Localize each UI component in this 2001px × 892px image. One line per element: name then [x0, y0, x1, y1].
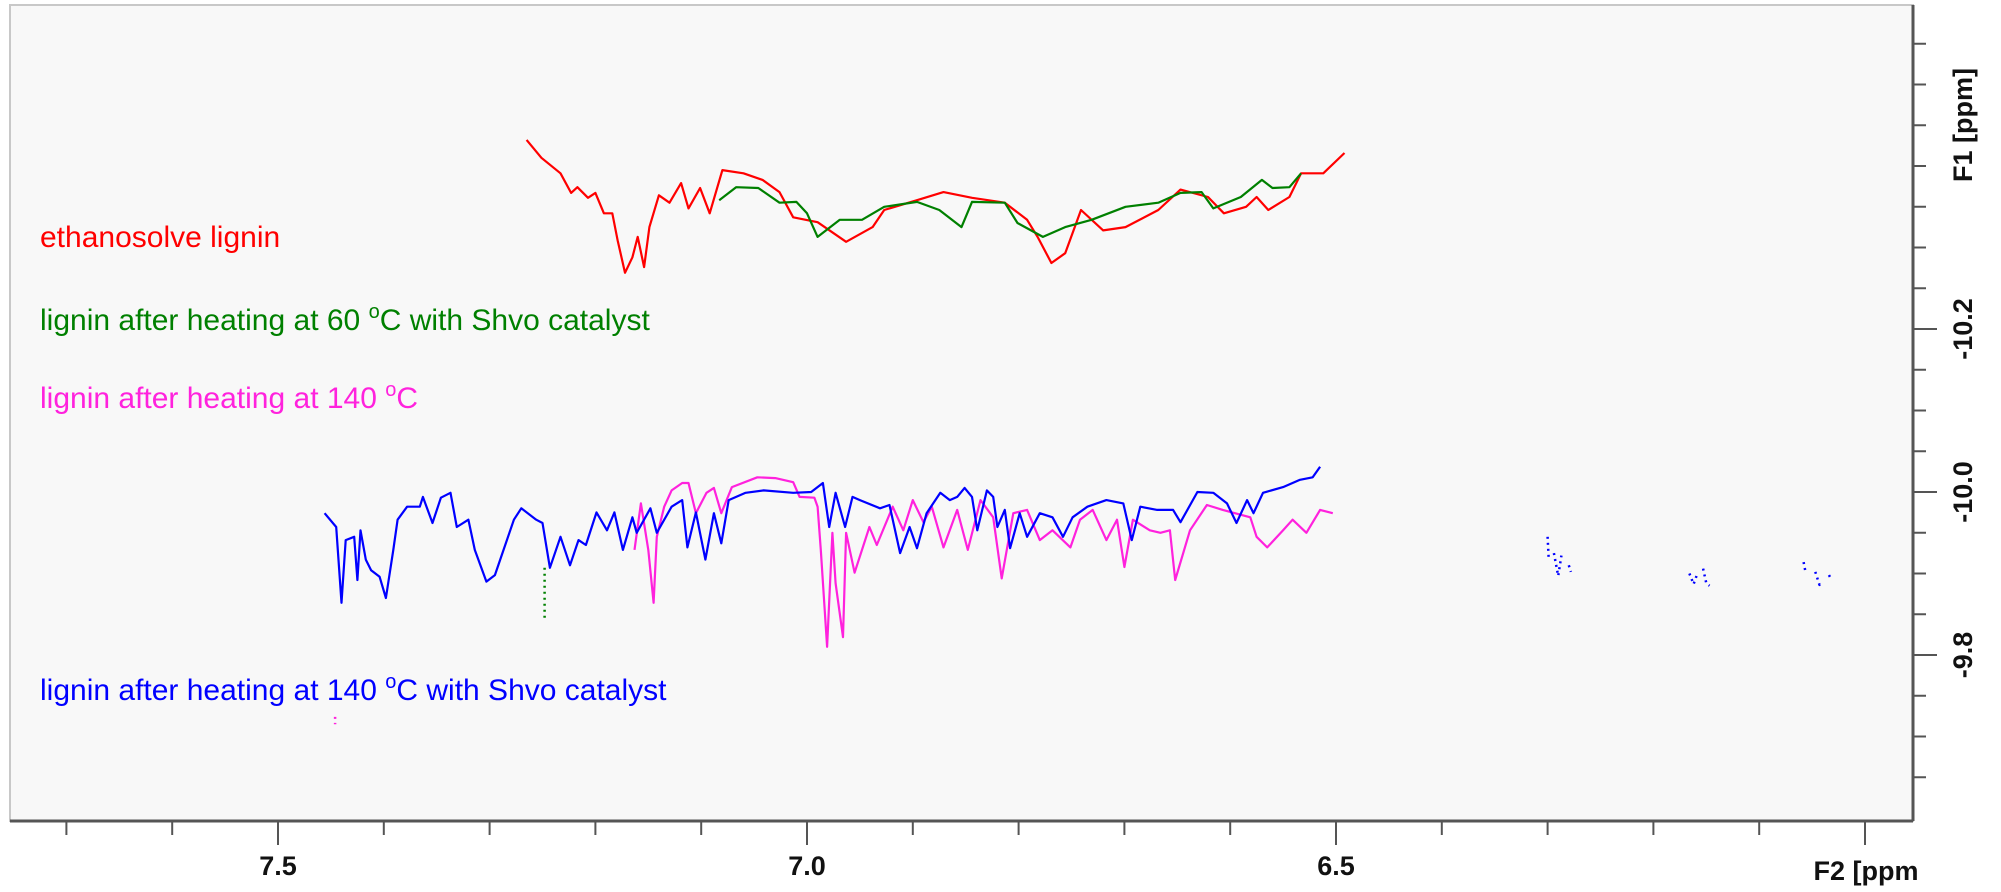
x-axis-ticks: 7.5 7.0 6.5 — [65, 821, 1866, 881]
series-3-trace-segment — [1814, 571, 1823, 587]
legend-degree-superscript: o — [385, 379, 396, 401]
y-axis-title: F1 [ppm] — [1948, 68, 1978, 182]
legend-text-suffix: C with Shvo catalyst — [380, 304, 651, 337]
x-tick-label: 7.0 — [788, 851, 826, 881]
y-tick-label: -9.8 — [1948, 632, 1978, 679]
legend-label-series-3: lignin after heating at 140 oC with Shvo… — [40, 671, 667, 707]
legend-label-series-1: lignin after heating at 60 oC with Shvo … — [40, 301, 650, 337]
spectrum-traces — [323, 139, 1833, 725]
series-1-trace-segment — [718, 172, 1302, 238]
series-3-trace-segment — [1802, 561, 1808, 574]
plot-area — [9, 4, 1914, 822]
legend-text-main: ethanosolve lignin — [40, 221, 280, 254]
x-tick-label: 6.5 — [1317, 851, 1355, 881]
x-axis-title: F2 [ppm — [1814, 856, 1919, 886]
series-3-trace-segment — [1546, 536, 1550, 559]
legend-degree-superscript: o — [369, 301, 380, 323]
legend-text-main: lignin after heating at 60 — [40, 304, 369, 337]
y-axis-ticks: -10.2 -10.0 -9.8 — [1913, 42, 1978, 779]
series-2-trace-segment — [633, 476, 1334, 648]
legend-degree-superscript: o — [385, 671, 396, 693]
y-tick-label: -10.0 — [1948, 461, 1978, 523]
series-3-trace-segment — [1567, 564, 1573, 573]
legend-text-suffix: C — [396, 382, 418, 415]
legend-label-series-2: lignin after heating at 140 oC — [40, 379, 418, 415]
y-tick-label: -10.2 — [1948, 298, 1978, 360]
legend-text-suffix: C with Shvo catalyst — [396, 674, 667, 707]
legend: ethanosolve lignin lignin after heating a… — [40, 221, 667, 707]
legend-text-main: lignin after heating at 140 — [40, 382, 385, 415]
series-3-trace-segment — [323, 466, 1322, 604]
series-3-trace-segment — [1827, 574, 1833, 580]
legend-label-series-0: ethanosolve lignin — [40, 221, 280, 254]
x-tick-label: 7.5 — [259, 851, 297, 881]
series-3-trace-segment — [1552, 552, 1563, 578]
legend-text-main: lignin after heating at 140 — [40, 674, 385, 707]
